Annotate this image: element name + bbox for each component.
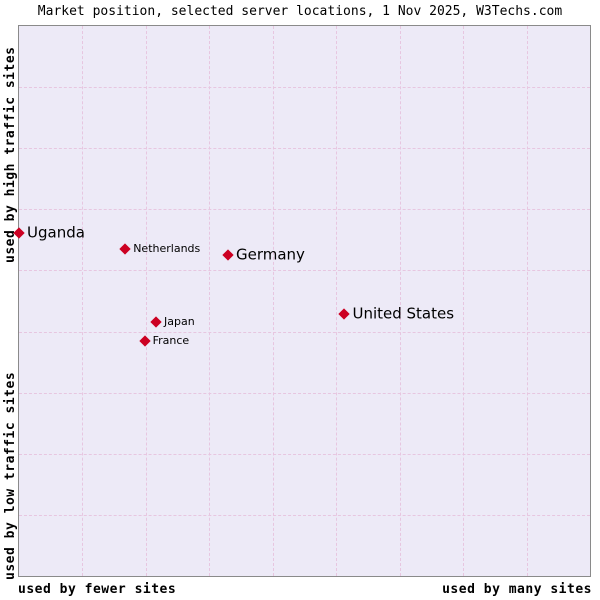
point-label: Germany bbox=[235, 245, 305, 264]
point-label: France bbox=[152, 334, 190, 348]
x-axis-label-many-sites: used by many sites bbox=[442, 582, 592, 597]
horizontal-gridline bbox=[19, 148, 590, 150]
vertical-gridline bbox=[209, 26, 211, 576]
diamond-marker-icon bbox=[119, 243, 131, 255]
plot-area: Uganda Netherlands Germany United States Jap… bbox=[13, 25, 591, 577]
horizontal-gridline bbox=[19, 514, 590, 516]
horizontal-gridline bbox=[19, 209, 590, 211]
horizontal-gridline bbox=[19, 453, 590, 455]
horizontal-gridline bbox=[19, 331, 590, 333]
vertical-gridline bbox=[336, 26, 338, 576]
diamond-marker-icon bbox=[338, 307, 351, 320]
point-label: Netherlands bbox=[133, 241, 201, 255]
diamond-marker-icon bbox=[150, 316, 162, 329]
diamond-marker-icon bbox=[222, 249, 234, 261]
point-label: Japan bbox=[164, 315, 195, 329]
x-axis-labels: used by fewer sites used by many sites bbox=[18, 582, 592, 597]
vertical-gridline bbox=[82, 26, 84, 576]
chart-title: Market position, selected server locatio… bbox=[37, 4, 563, 19]
x-axis-label-fewer-sites: used by fewer sites bbox=[18, 582, 177, 597]
horizontal-gridline bbox=[19, 87, 590, 89]
vertical-gridline bbox=[272, 26, 274, 576]
vertical-gridline bbox=[145, 26, 147, 576]
point-label: United States bbox=[352, 303, 455, 322]
vertical-gridline bbox=[463, 26, 465, 576]
diamond-marker-icon bbox=[138, 335, 151, 347]
vertical-gridline bbox=[399, 26, 401, 576]
point-label: Uganda bbox=[27, 223, 85, 242]
horizontal-gridline bbox=[19, 270, 590, 272]
horizontal-gridline bbox=[19, 392, 590, 394]
vertical-gridline bbox=[526, 26, 528, 576]
y-axis-label-low-traffic: used by low traffic sites bbox=[3, 371, 18, 580]
